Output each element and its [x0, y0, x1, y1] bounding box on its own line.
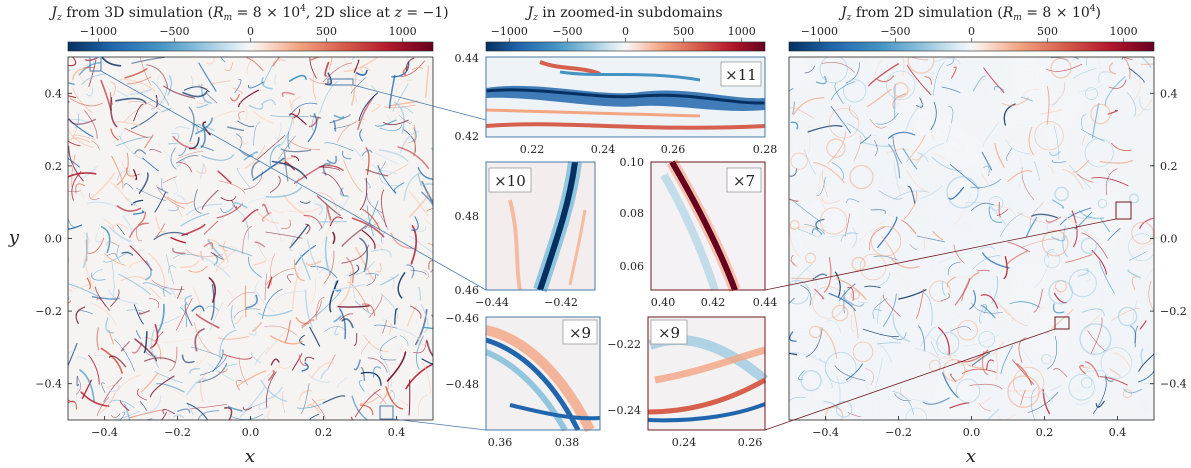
inset-x-tick-label: 0.24: [591, 143, 616, 156]
inset-mid-right-zoom-label: ×7: [733, 172, 755, 190]
right-field-image: [788, 56, 1155, 421]
middle-colorbar-tick-label: −1000: [491, 25, 528, 38]
inset-y-tick-label: −0.46: [445, 312, 479, 325]
inset-x-tick-label: 0.40: [651, 296, 676, 309]
y-tick-label: 0.2: [45, 160, 63, 173]
x-tick-label: 0.0: [242, 426, 260, 439]
y-tick-label: 0.0: [1160, 233, 1178, 246]
middle-colorbar-tick-label: 1000: [728, 25, 756, 38]
inset-y-tick-label: 0.44: [455, 52, 480, 65]
y-tick-label: −0.4: [1160, 378, 1187, 391]
inset-x-tick-label: 0.26: [661, 143, 686, 156]
x-tick-label: 0.2: [315, 426, 333, 439]
right-colorbar-tick-label: −1000: [801, 25, 838, 38]
inset-y-tick-label: −0.48: [445, 378, 479, 391]
inset-x-tick-label: 0.26: [738, 436, 763, 449]
left-xlabel: x: [245, 446, 255, 467]
x-tick-label: −0.4: [812, 426, 839, 439]
subdomain-box-2: [327, 78, 354, 86]
inset-x-tick-label: −0.42: [544, 296, 578, 309]
left-colorbar-tick-label: 500: [316, 25, 337, 38]
inset-top-zoom-label: ×11: [725, 66, 757, 84]
x-tick-label: 0.0: [963, 426, 981, 439]
inset-y-tick-label: −0.22: [607, 338, 641, 351]
subdomain-box-4: [1115, 201, 1132, 220]
inset-mid-left: ×10 −0.44 −0.42 0.48 0.46: [455, 161, 596, 309]
middle-colorbar-tick-label: −500: [552, 25, 582, 38]
left-colorbar-tick-label: 1000: [389, 25, 417, 38]
inset-y-tick-label: 0.42: [455, 130, 480, 143]
y-tick-label: 0.0: [45, 233, 63, 246]
x-tick-label: −0.2: [164, 426, 191, 439]
middle-panel-title: Jz in zoomed-in subdomains: [524, 5, 722, 23]
inset-x-tick-label: 0.22: [520, 143, 545, 156]
inset-y-tick-label: 0.08: [620, 207, 645, 220]
x-tick-label: 0.2: [1036, 426, 1054, 439]
x-tick-label: −0.4: [91, 426, 118, 439]
inset-top: ×11 0.22 0.24 0.26 0.28 0.44 0.42: [455, 52, 778, 156]
inset-bot-left: ×9 0.36 0.38 −0.46 −0.48: [445, 312, 601, 449]
middle-colorbar-tick-label: 500: [673, 25, 694, 38]
inset-x-tick-label: 0.38: [555, 436, 580, 449]
left-colorbar-tick-label: −1000: [80, 25, 117, 38]
y-tick-label: 0.4: [45, 87, 63, 100]
subdomain-box-5: [1054, 316, 1070, 330]
middle-colorbar: −1000 −500 0 500 1000: [485, 25, 766, 52]
y-tick-label: −0.4: [35, 378, 62, 391]
left-axes: −0.4 −0.2 0.0 0.2 0.4 0.4 0.2 0.0 −0.2 −0.4: [35, 87, 405, 439]
left-colorbar-tick-label: 0: [247, 25, 254, 38]
right-colorbar-tick-label: 500: [1037, 25, 1058, 38]
left-panel-title: Jz from 3D simulation (Rm = 8 × 104, 2D …: [48, 4, 448, 23]
inset-mid-right: ×7 0.40 0.42 0.44 0.10 0.08 0.06: [620, 156, 778, 309]
inset-x-tick-label: 0.36: [488, 436, 513, 449]
connector-lines: [100, 70, 1117, 431]
right-colorbar-tick-label: −500: [880, 25, 910, 38]
x-tick-label: 0.4: [388, 426, 406, 439]
left-ylabel: y: [8, 227, 20, 248]
inset-bot-right: ×9 0.24 0.26 −0.22 −0.24: [607, 316, 769, 449]
right-colorbar-tick-label: 0: [968, 25, 975, 38]
middle-colorbar-tick-label: 0: [622, 25, 629, 38]
subdomain-box-3: [379, 405, 394, 420]
inset-bot-left-zoom-label: ×9: [569, 324, 591, 342]
right-axes: −0.4 −0.2 0.0 0.2 0.4 0.4 0.2 0.0 −0.2 −0.4: [812, 87, 1187, 439]
inset-bot-right-zoom-label: ×9: [658, 324, 680, 342]
right-colorbar: −1000 −500 0 500 1000: [788, 25, 1155, 52]
inset-x-tick-label: 0.42: [701, 296, 726, 309]
x-tick-label: 0.4: [1109, 426, 1127, 439]
y-tick-label: −0.2: [35, 305, 62, 318]
y-tick-label: 0.4: [1160, 87, 1178, 100]
inset-x-tick-label: 0.24: [672, 436, 697, 449]
inset-y-tick-label: 0.06: [620, 260, 645, 273]
left-colorbar-tick-label: −500: [159, 25, 189, 38]
right-colorbar-tick-label: 1000: [1110, 25, 1138, 38]
inset-x-tick-label: 0.44: [753, 296, 778, 309]
inset-mid-left-zoom-label: ×10: [494, 172, 526, 190]
left-colorbar: −1000 −500 0 500 1000: [67, 25, 434, 52]
inset-y-tick-label: −0.24: [607, 404, 641, 417]
y-tick-label: 0.2: [1160, 160, 1178, 173]
inset-y-tick-label: 0.48: [455, 210, 480, 223]
inset-y-tick-label: 0.10: [620, 156, 645, 169]
right-panel-title: Jz from 2D simulation (Rm = 8 × 104): [838, 4, 1101, 23]
inset-y-tick-label: 0.46: [455, 284, 480, 297]
right-xlabel: x: [966, 446, 976, 467]
subdomain-box-1: [89, 56, 102, 72]
inset-x-tick-label: 0.28: [753, 143, 778, 156]
left-field-image: [67, 56, 434, 421]
inset-x-tick-label: −0.44: [475, 296, 509, 309]
y-tick-label: −0.2: [1160, 305, 1187, 318]
x-tick-label: −0.2: [885, 426, 912, 439]
